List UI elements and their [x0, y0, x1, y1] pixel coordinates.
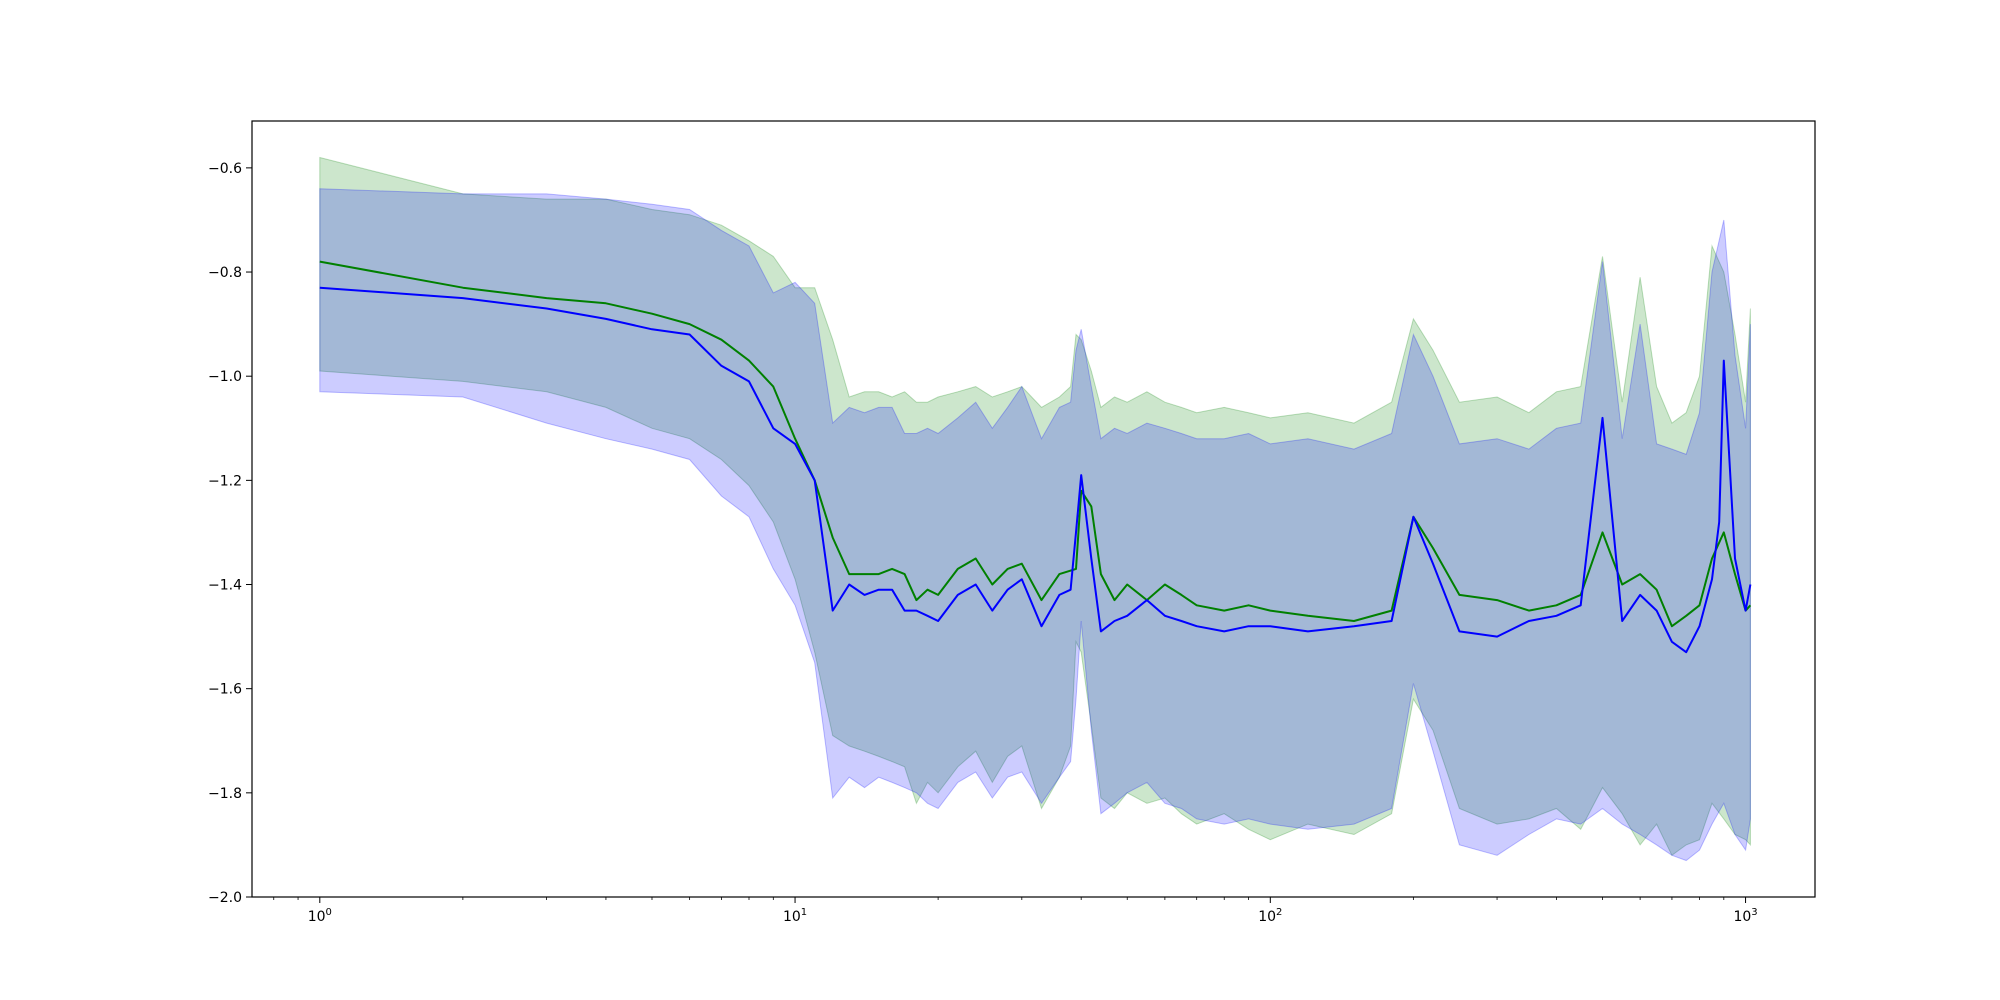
y-tick-label: −1.0 [208, 369, 242, 385]
x-tick-label: 103 [1733, 907, 1757, 925]
y-tick-label: −1.8 [208, 786, 242, 802]
series-2-line [319, 286, 1752, 654]
y-tick-label: −1.2 [208, 473, 242, 489]
series-1-line [319, 260, 1752, 628]
y-tick-label: −0.8 [208, 265, 242, 281]
y-tick-label: −0.6 [208, 161, 242, 177]
series-2-band [319, 188, 1751, 862]
y-tick-label: −1.6 [208, 682, 242, 698]
plot-frame [251, 120, 1816, 898]
x-axis: 100 101 102 103 [273, 897, 1758, 925]
x-tick-label: 101 [783, 907, 807, 925]
series-layer [319, 156, 1752, 862]
x-tick-label: 102 [1258, 907, 1282, 925]
y-tick-label: −2.0 [208, 890, 242, 906]
y-axis: −0.6 −0.8 −1.0 −1.2 −1.4 −1.6 −1.8 −2.0 [208, 161, 252, 906]
x-tick-label: 100 [308, 907, 332, 925]
y-tick-label: −1.4 [208, 578, 242, 594]
